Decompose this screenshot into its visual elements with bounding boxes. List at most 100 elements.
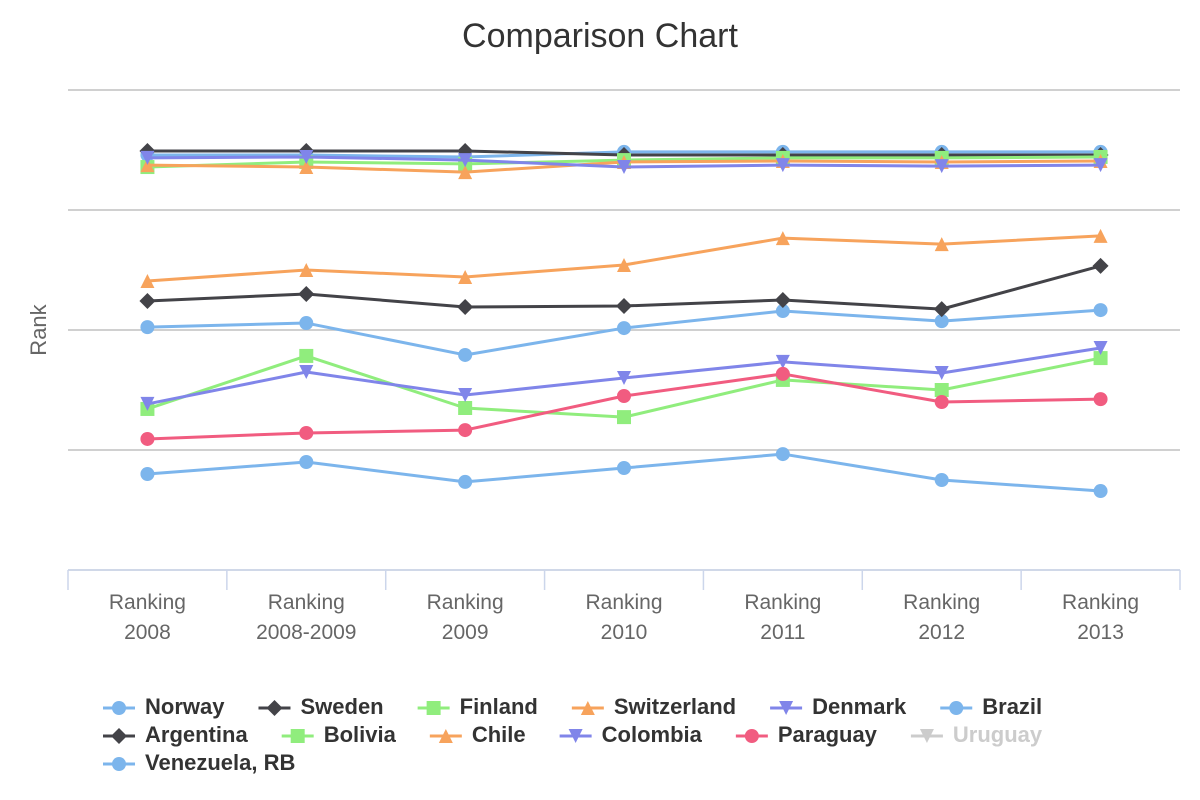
point [1093,484,1108,499]
point [438,729,453,743]
legend-item: Colombia [559,722,703,747]
point [458,269,473,284]
legend-label: Venezuela, RB [145,750,295,775]
legend-item: Chile [429,722,526,747]
legend-label: Colombia [602,722,703,747]
point [458,423,473,438]
point [299,365,314,379]
point [140,431,155,446]
legend-item: Bolivia [281,722,397,747]
point [266,700,283,716]
legend-item: Norway [103,694,225,719]
x-tick-label: Ranking 2011 [744,591,821,644]
point [617,461,631,475]
point [775,366,790,381]
point [934,473,949,487]
point [458,401,473,415]
point [299,348,314,363]
point [140,158,155,173]
point [458,153,473,168]
legend-label: Paraguay [778,722,878,747]
point [919,729,934,743]
legend-label: Brazil [982,694,1042,719]
point [775,231,790,246]
point [617,321,631,336]
point [299,160,314,175]
point [111,728,127,744]
point [617,389,631,403]
legend-label: Finland [460,694,538,719]
legend-item: Paraguay [735,722,878,747]
x-tick-label: Ranking 2008-2009 [256,591,356,644]
point [457,298,474,315]
point [140,320,155,335]
point [934,159,949,174]
legend-label: Sweden [300,694,383,719]
legend-item: Switzerland [571,694,736,719]
legend-item: Argentina [103,722,248,747]
point [934,395,949,409]
point [112,701,126,715]
series-line [146,354,1101,419]
point [775,447,790,462]
point [140,274,155,289]
point [298,286,315,302]
point [933,301,950,318]
point [744,729,759,743]
x-tick-label: Ranking 2009 [427,591,504,644]
legend-item: Venezuela, RB [103,750,295,775]
legend-item: Sweden [258,694,384,719]
point [1093,351,1108,366]
point [568,729,583,743]
point [775,354,790,369]
legend-item: Finland [417,694,538,719]
point [934,365,949,380]
x-tick-label: Ranking 2013 [1062,591,1139,644]
point [617,371,631,385]
point [616,298,632,314]
point [774,292,791,308]
legend-label: Chile [472,722,526,747]
legend-label: Denmark [812,694,907,719]
point [299,263,314,277]
point [775,304,790,319]
point [1093,392,1108,407]
point [1093,303,1108,318]
point [299,425,314,440]
point [299,316,314,331]
point [299,455,314,469]
x-tick-label: Ranking 2008 [109,591,186,644]
point [290,729,305,743]
point [949,701,964,715]
legend-item: Denmark [770,694,907,719]
y-axis-label: Rank [26,303,51,355]
point [779,701,794,715]
point [458,474,473,489]
legend-item: Uruguay [910,722,1043,747]
point [1093,341,1108,355]
point [934,314,949,329]
point [775,158,790,173]
legend-label: Argentina [145,722,248,747]
point [458,165,473,180]
legend-label: Uruguay [953,722,1043,747]
x-tick-label: Ranking 2012 [903,591,980,644]
legend-item: Brazil [940,694,1042,719]
point [139,292,156,309]
point [299,149,314,164]
point [112,757,126,771]
point [140,396,155,411]
point [140,150,155,165]
point [426,701,441,715]
legend-label: Bolivia [324,722,397,747]
point [458,388,473,403]
point [1093,158,1108,173]
point [617,160,631,175]
point [934,383,949,397]
point [458,347,473,362]
point [1093,228,1108,243]
legend-label: Norway [145,694,225,719]
legend-label: Switzerland [614,694,736,719]
x-tick-label: Ranking 2010 [585,591,662,644]
